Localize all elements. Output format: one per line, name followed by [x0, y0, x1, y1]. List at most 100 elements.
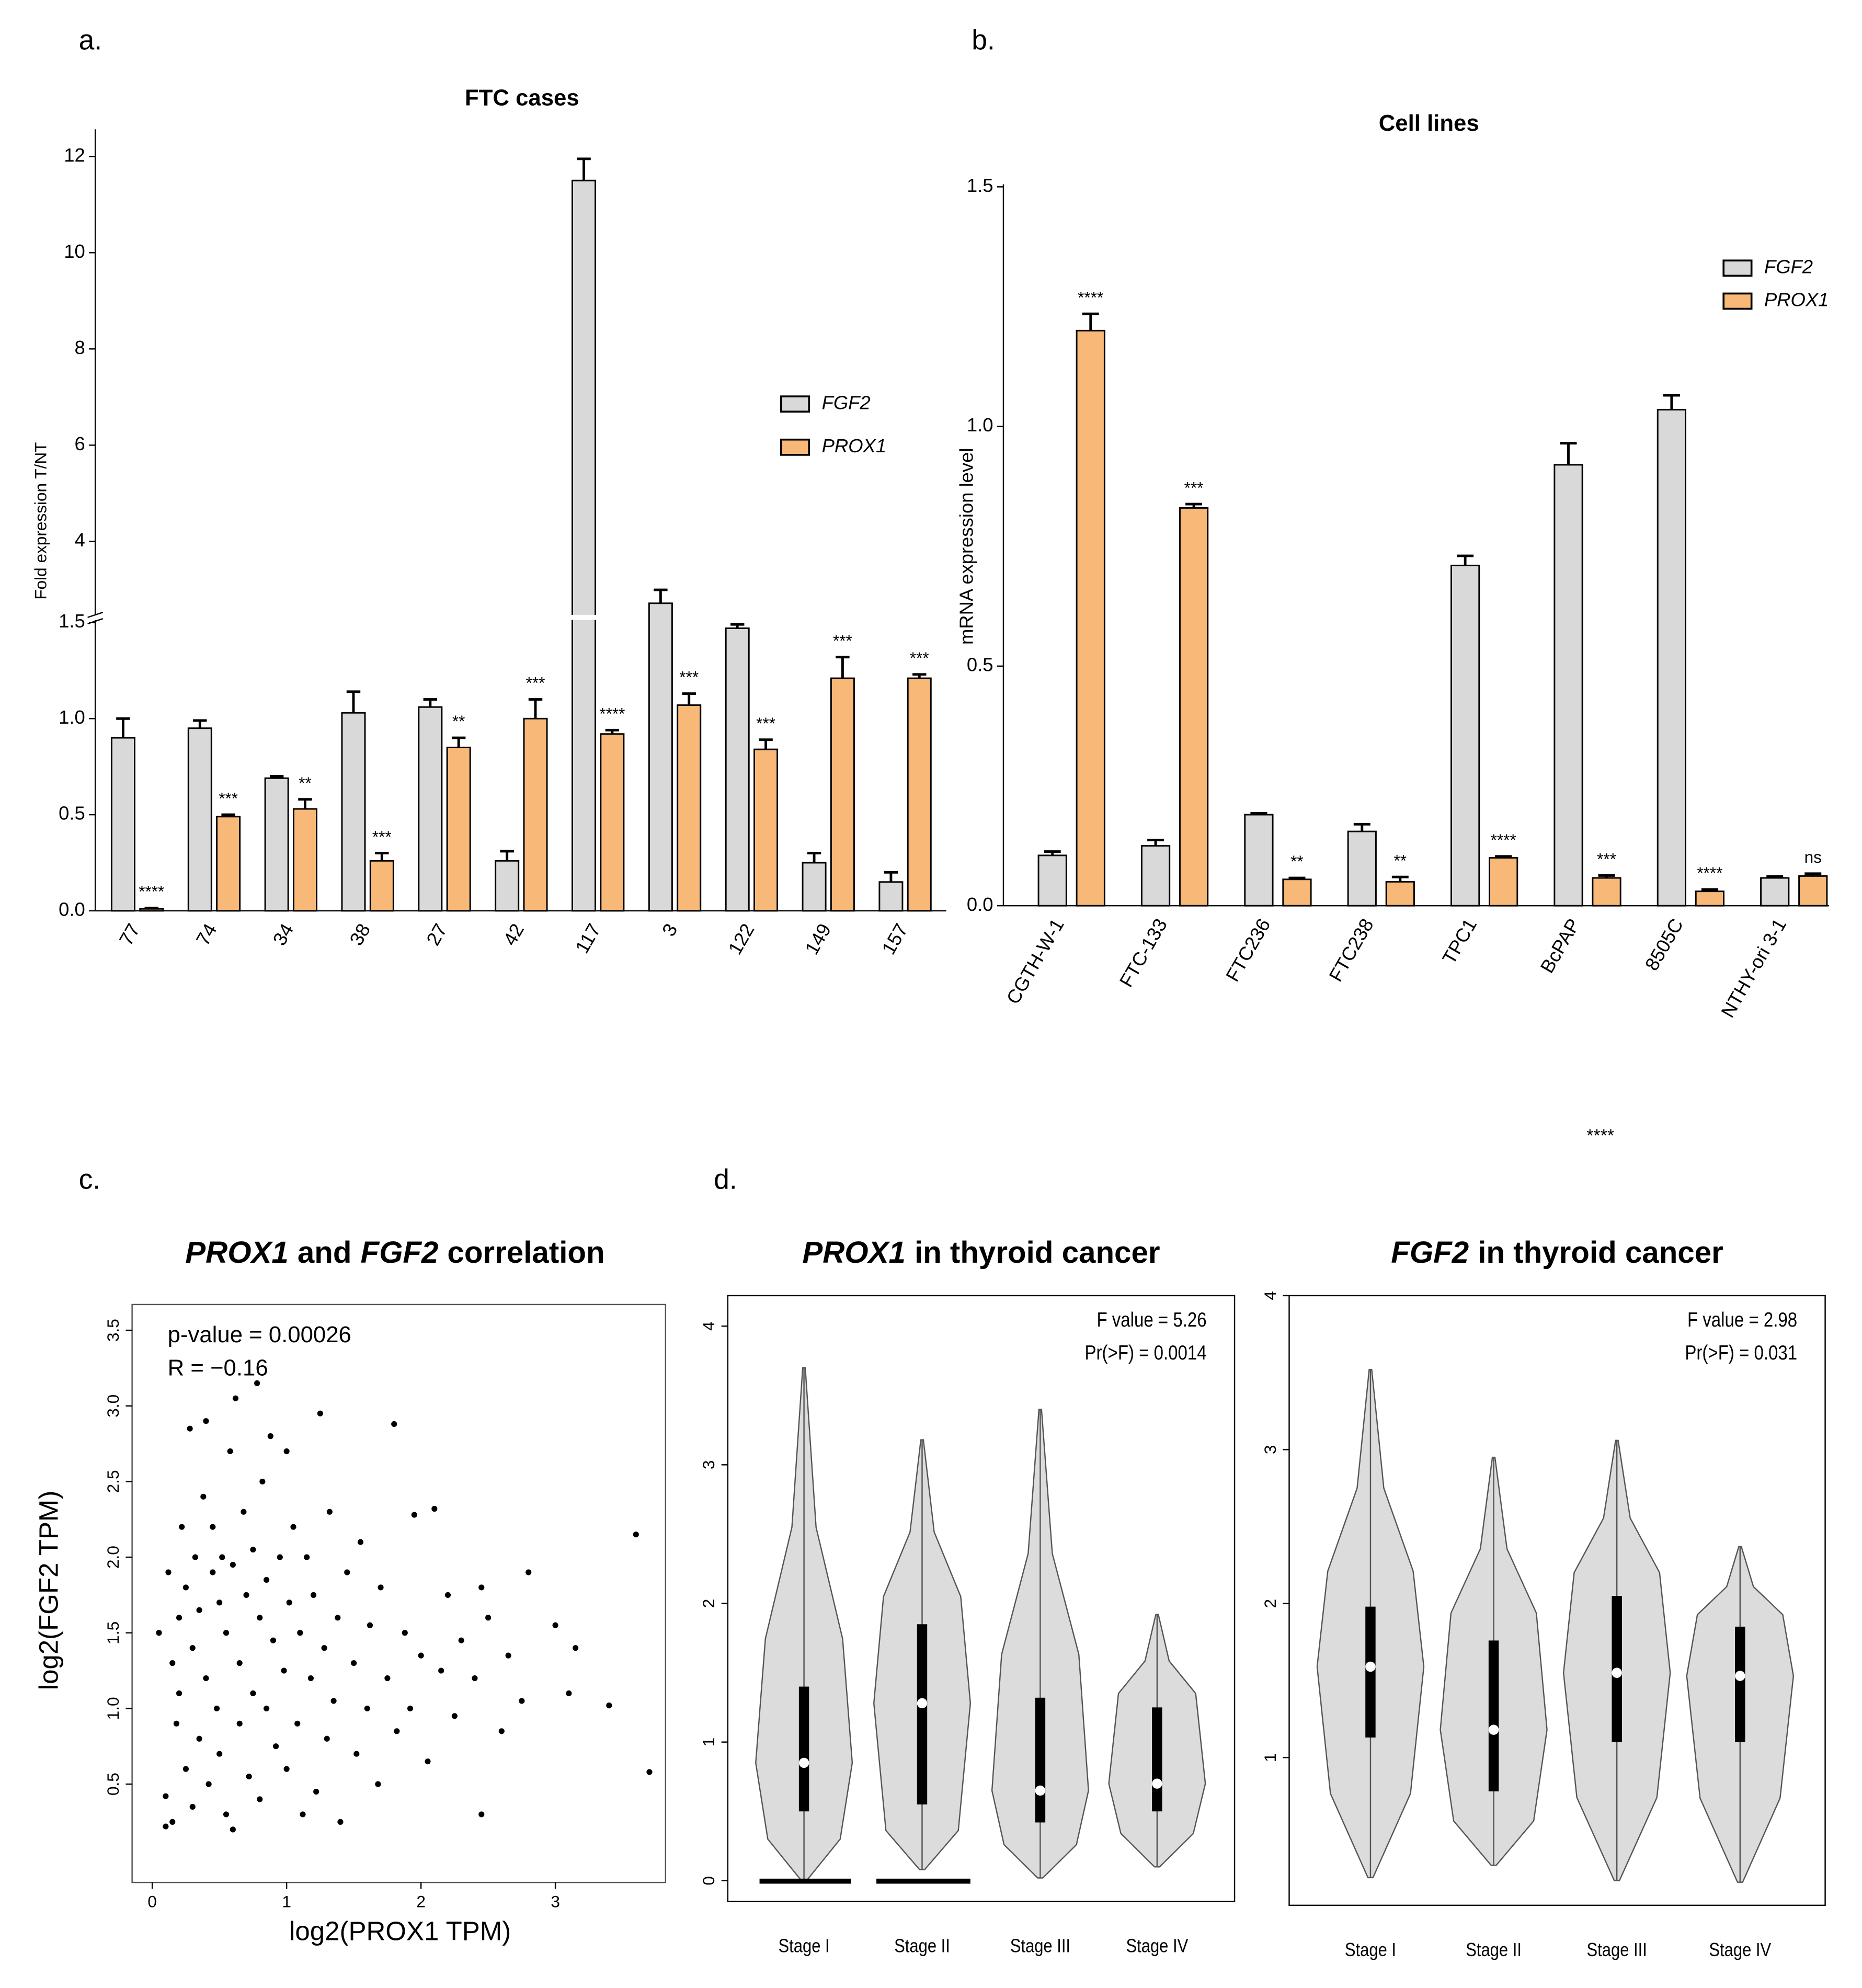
- error-bar: [1082, 312, 1099, 331]
- y-tick-label: 12: [64, 144, 85, 166]
- x-tick-label: 34: [269, 920, 298, 949]
- point: [391, 1421, 397, 1427]
- error-bar: [605, 728, 620, 734]
- box: [917, 1624, 928, 1804]
- x-tick-label: 38: [345, 920, 374, 949]
- median: [917, 1698, 928, 1709]
- point: [213, 1705, 220, 1711]
- x-axis-label: log2(PROX1 TPM): [289, 1916, 511, 1946]
- point: [313, 1788, 319, 1795]
- point: [227, 1448, 233, 1455]
- bar: [878, 881, 904, 912]
- bar: [1592, 877, 1621, 907]
- significance-label: ****: [1697, 863, 1722, 882]
- error-bar: [884, 871, 898, 882]
- point: [307, 1675, 314, 1682]
- x-tick-label: 122: [724, 920, 759, 958]
- point: [451, 1713, 458, 1719]
- error-bar: [807, 852, 821, 863]
- point: [300, 1811, 306, 1818]
- point: [250, 1547, 256, 1553]
- point: [236, 1660, 243, 1666]
- bar: [1798, 875, 1828, 907]
- significance-label: ***: [833, 631, 852, 650]
- bar: [1450, 564, 1480, 907]
- significance-label: **: [1394, 851, 1407, 870]
- y-tick-label: 4: [699, 1321, 718, 1331]
- plot-frame: [1288, 1295, 1826, 1906]
- point: [364, 1705, 370, 1711]
- bar: [187, 727, 212, 912]
- y-tick-label: 2: [1261, 1599, 1280, 1608]
- error-bar: [346, 690, 361, 713]
- point: [438, 1667, 444, 1674]
- chart-title: FGF2 in thyroid cancer: [1391, 1236, 1723, 1270]
- y-axis-label: log2(FGF2 TPM): [34, 1491, 64, 1690]
- bar: [1244, 814, 1274, 907]
- error-bar: [759, 738, 773, 750]
- point: [182, 1584, 189, 1591]
- point: [169, 1819, 176, 1825]
- y-tick-label: 4: [1261, 1291, 1280, 1300]
- axis-break-gap: [569, 614, 598, 620]
- point: [243, 1592, 249, 1598]
- point: [375, 1781, 381, 1787]
- point: [418, 1652, 424, 1659]
- box: [1035, 1697, 1046, 1823]
- y-tick-label: 4: [74, 529, 85, 551]
- bar: [677, 704, 702, 912]
- y-tick-label: 0.0: [59, 899, 85, 920]
- x-tick-label: CGTH-W-1: [1002, 915, 1068, 1008]
- error-bar: [1663, 394, 1680, 410]
- error-bar: [528, 698, 543, 719]
- annotation: p-value = 0.00026: [168, 1322, 351, 1347]
- point: [351, 1660, 357, 1666]
- x-tick-label: Stage III: [1587, 1939, 1647, 1961]
- point: [321, 1645, 327, 1651]
- bar: [830, 677, 855, 912]
- point: [219, 1554, 225, 1560]
- error-bar: [1353, 822, 1370, 832]
- chart-title: Cell lines: [1379, 110, 1479, 136]
- x-tick-label: Stage IV: [1709, 1939, 1771, 1961]
- error-bar: [451, 736, 466, 748]
- point: [200, 1493, 207, 1500]
- point: [411, 1512, 417, 1518]
- point: [257, 1615, 263, 1621]
- error-bar: [1766, 875, 1784, 878]
- bar: [600, 733, 625, 912]
- median: [1735, 1671, 1745, 1681]
- bar: [907, 677, 932, 912]
- point: [498, 1728, 505, 1734]
- point: [344, 1569, 350, 1575]
- error-bar: [577, 157, 591, 181]
- point: [210, 1524, 216, 1530]
- point: [254, 1380, 260, 1386]
- panel-label: b.: [972, 25, 995, 56]
- point: [232, 1395, 239, 1401]
- y-tick-label: 0.5: [59, 803, 85, 824]
- point: [257, 1796, 263, 1802]
- bar: [572, 179, 597, 912]
- point: [189, 1803, 196, 1810]
- point: [216, 1751, 223, 1757]
- point: [192, 1554, 198, 1560]
- y-tick-label: 3: [699, 1460, 718, 1470]
- title-part: PROX1: [802, 1236, 906, 1270]
- legend-swatch: [1722, 292, 1753, 310]
- point: [519, 1698, 525, 1704]
- point: [337, 1819, 344, 1825]
- bar: [1179, 507, 1209, 907]
- point: [241, 1509, 247, 1515]
- x-tick-label: 8505C: [1641, 915, 1687, 974]
- point: [196, 1735, 202, 1742]
- annotation: Pr(>F) = 0.031: [1685, 1341, 1797, 1364]
- x-tick-label: 3: [551, 1892, 560, 1911]
- error-bar: [1701, 888, 1718, 892]
- annotation: R = −0.16: [168, 1355, 268, 1380]
- point: [169, 1660, 176, 1666]
- y-tick-label: 8: [74, 337, 85, 358]
- point: [566, 1690, 572, 1697]
- x-tick-label: Stage I: [1345, 1939, 1396, 1961]
- point: [250, 1690, 256, 1697]
